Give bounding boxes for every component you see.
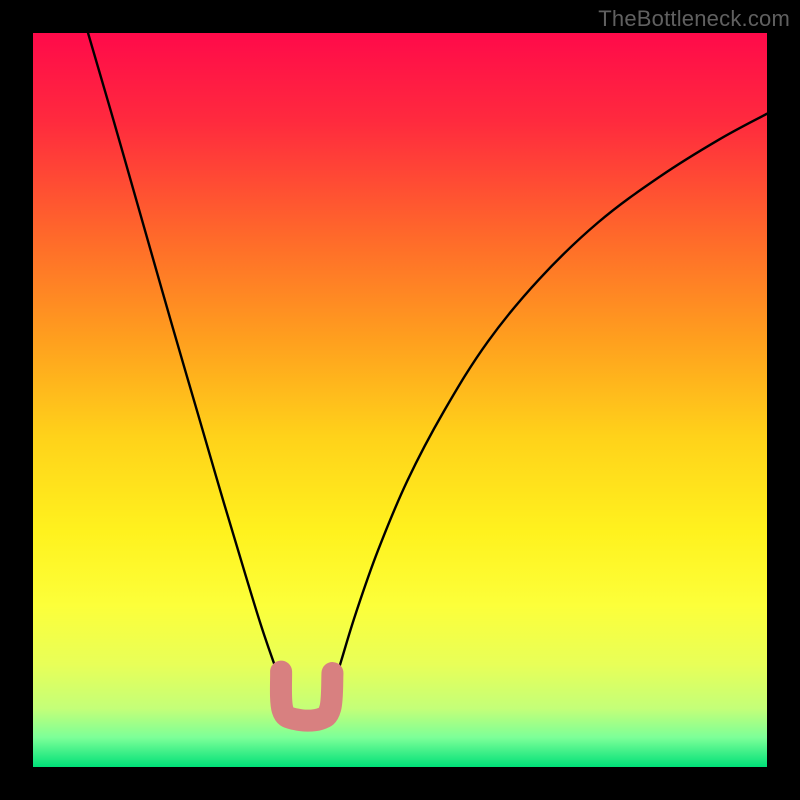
watermark-text: TheBottleneck.com xyxy=(598,6,790,32)
chart-curves-layer xyxy=(33,33,767,767)
valley-blob-marker xyxy=(281,672,333,721)
curve-right xyxy=(332,114,767,690)
curve-left xyxy=(88,33,284,690)
chart-plot-area xyxy=(33,33,767,767)
